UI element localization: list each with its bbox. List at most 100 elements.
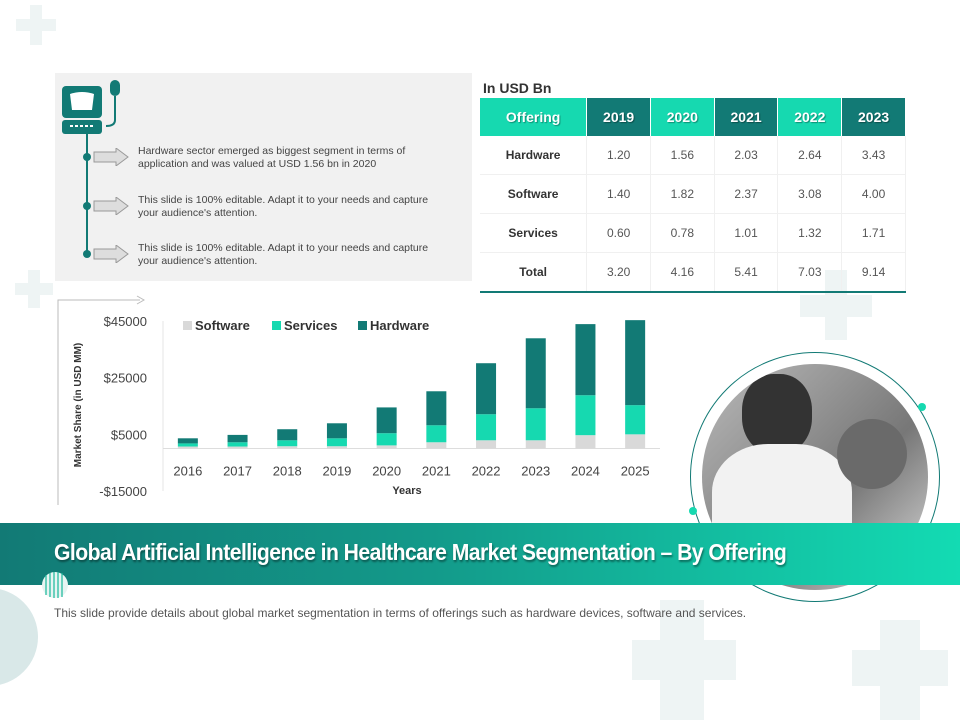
x-tick-label: 2019 [322,464,351,479]
bar-services [426,425,447,443]
x-tick-label: 2024 [571,464,600,479]
table-cell: 5.41 [714,252,779,293]
table-cell: 3.08 [777,174,843,214]
table-cell: 0.60 [586,213,651,253]
ring-dot [689,507,697,515]
data-table: Offering 2019 2020 2021 2022 2023 Hardware 1.2… [480,98,906,293]
legend-label: Services [284,318,338,333]
timeline-dot [83,202,91,210]
bar-hardware [227,434,248,443]
table-row: Services 0.60 0.78 1.01 1.32 1.71 [480,213,906,253]
column-header-offering: Offering [480,98,588,136]
row-header: Hardware [480,136,588,175]
table-cell: 2.64 [777,136,843,175]
table-cell: 0.78 [650,213,715,253]
timeline-line [86,132,88,254]
table-row: Software 1.40 1.82 2.37 3.08 4.00 [480,174,906,214]
table-cell: 7.03 [777,252,843,293]
decor-plus [852,650,948,686]
bar-software [326,446,347,449]
x-tick-label: 2016 [173,464,202,479]
table-cell: 1.82 [650,174,715,214]
column-header-year: 2023 [841,98,906,136]
slide-subtitle: This slide provide details about global … [54,606,747,620]
frame-line [57,299,140,505]
bar-services [177,443,198,447]
x-tick-label: 2025 [621,464,650,479]
bar-software [575,435,596,449]
bullet-text: Hardware sector emerged as biggest segme… [138,145,406,170]
column-header-year: 2020 [650,98,715,136]
ultrasound-machine-icon [62,80,120,134]
table-cell: 1.56 [650,136,715,175]
title-banner: Global Artificial Intelligence in Health… [0,523,960,585]
legend-swatch [272,321,281,330]
legend-swatch [183,321,192,330]
decor-plus [15,283,53,295]
table-cell: 2.37 [714,174,779,214]
table-cell: 1.40 [586,174,651,214]
bullet-text: This slide is 100% editable. Adapt it to… [138,194,429,219]
bullet-text: This slide is 100% editable. Adapt it to… [138,242,429,267]
bar-software [625,434,646,449]
bar-hardware [625,320,646,406]
bar-software [525,440,546,449]
decor-stripes-icon [42,572,68,598]
table-cell: 9.14 [841,252,906,293]
bar-services [376,433,397,446]
table-cell: 1.32 [777,213,843,253]
table-cell: 4.00 [841,174,906,214]
bar-hardware [525,338,546,409]
bar-services [227,442,248,447]
x-tick-label: 2020 [372,464,401,479]
timeline-dot [83,153,91,161]
x-tick-label: 2023 [521,464,550,479]
y-tick-label: $5000 [111,427,147,442]
x-tick-label: 2017 [223,464,252,479]
y-tick-label: $25000 [104,371,147,386]
row-header: Software [480,174,588,214]
stacked-bar-chart: $45000 $25000 $5000 -$15000 2016 2017 2018 2019… [57,295,660,505]
decor-plus [632,640,736,680]
legend-label: Software [195,318,250,333]
arrow-icon [93,245,129,263]
bar-software [277,446,298,449]
table-cell: 1.20 [586,136,651,175]
column-header-year: 2019 [586,98,651,136]
x-tick-label: 2022 [472,464,501,479]
table-caption: In USD Bn [483,80,552,96]
bar-services [525,408,546,441]
bar-hardware [426,391,447,426]
decor-circle [0,588,38,686]
table-row: Total 3.20 4.16 5.41 7.03 9.14 [480,252,906,293]
legend-label: Hardware [370,318,429,333]
table-cell: 2.03 [714,136,779,175]
decor-plus [800,295,872,317]
bar-hardware [376,407,397,434]
legend-swatch [358,321,367,330]
x-tick-label: 2018 [273,464,302,479]
column-header-year: 2022 [777,98,843,136]
frame-arrow [136,295,146,305]
ring-dot [918,403,926,411]
arrow-icon [93,148,129,166]
bar-hardware [326,423,347,439]
bar-software [376,445,397,449]
bar-services [277,440,298,447]
table-row: Hardware 1.20 1.56 2.03 2.64 3.43 [480,136,906,175]
timeline-dot [83,250,91,258]
y-tick-label: $45000 [104,314,147,329]
bar-hardware [476,363,497,415]
column-header-year: 2021 [714,98,779,136]
bar-software [476,440,497,449]
y-axis-label: Market Share (in USD MM) [73,343,84,467]
bar-software [227,446,248,449]
bar-software [426,442,447,449]
row-header: Total [480,252,588,293]
x-tick-label: 2021 [422,464,451,479]
table-cell: 3.43 [841,136,906,175]
bar-hardware [575,324,596,396]
bar-hardware [277,429,298,441]
table-cell: 1.71 [841,213,906,253]
